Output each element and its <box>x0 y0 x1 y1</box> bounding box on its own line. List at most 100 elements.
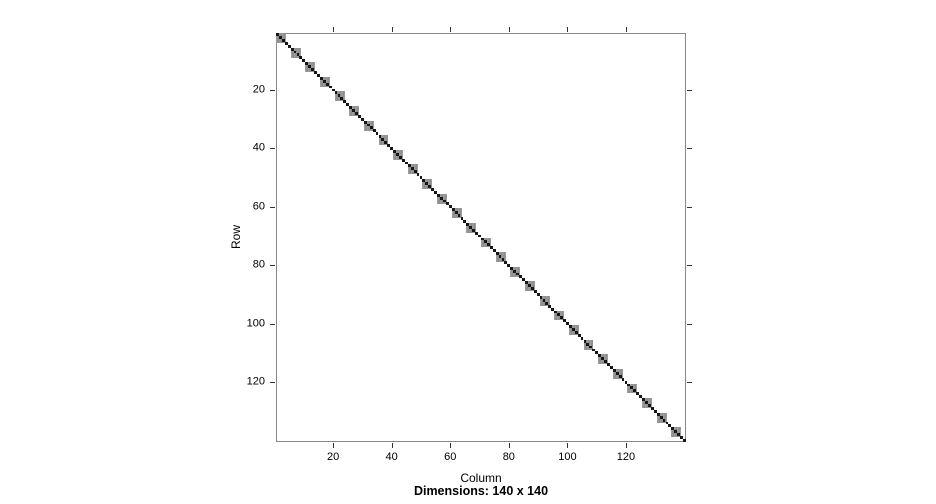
diagonal-cell <box>399 155 402 159</box>
diagonal-cell <box>331 88 335 92</box>
diagonal-cell <box>387 144 391 147</box>
diagonal-cell <box>557 313 561 317</box>
x-tick-top <box>625 27 627 32</box>
x-tick <box>625 443 627 448</box>
dimensions-caption: Dimensions: 140 x 140 <box>413 484 549 498</box>
diagonal-cell <box>636 392 640 396</box>
diagonal-cell <box>560 316 563 320</box>
diagonal-cell <box>481 237 484 241</box>
diagonal-cell <box>358 114 361 118</box>
diagonal-cell <box>319 76 323 80</box>
y-tick <box>270 265 275 267</box>
diagonal-cell <box>363 120 367 124</box>
x-tick <box>508 443 510 448</box>
diagonal-cell <box>554 310 558 314</box>
diagonal-cell <box>401 158 405 162</box>
diagonal-cell <box>460 217 464 220</box>
diagonal-cell <box>513 269 517 273</box>
x-tick-top <box>450 27 452 32</box>
y-tick-right <box>687 148 692 150</box>
y-tick-right <box>687 265 692 267</box>
x-tick-label: 40 <box>385 451 398 463</box>
diagonal-cell <box>384 141 388 144</box>
diagonal-cell <box>366 123 370 127</box>
diagonal-cell <box>609 366 613 369</box>
diagonal-cell <box>674 430 678 434</box>
diagonal-cell <box>393 149 397 153</box>
diagonal-cell <box>621 377 625 381</box>
x-tick <box>391 443 393 448</box>
diagonal-cell <box>568 325 572 329</box>
diagonal-cell <box>340 97 344 101</box>
diagonal-cell <box>454 211 458 215</box>
x-tick-label: 20 <box>326 451 340 463</box>
diagonal-cell <box>522 278 525 282</box>
x-tick <box>567 443 569 448</box>
diagonal-cell <box>618 374 622 378</box>
diagonal-cell <box>378 135 382 139</box>
diagonal-cell <box>507 263 511 267</box>
diagonal-cell <box>390 146 394 150</box>
diagonal-cell <box>369 126 373 130</box>
diagonal-cell <box>355 111 358 115</box>
diagonal-cell <box>519 275 522 279</box>
y-tick <box>270 148 275 150</box>
diagonal-cell <box>639 395 643 399</box>
diagonal-cell <box>577 333 581 337</box>
y-axis-label: Row <box>229 224 244 249</box>
diagonal-cell <box>302 59 306 63</box>
y-tick <box>270 89 275 91</box>
diagonal-cell <box>305 62 309 66</box>
diagonal-cell <box>530 287 534 291</box>
y-tick-right <box>687 323 692 325</box>
diagonal-cell <box>281 38 285 42</box>
diagonal-cell <box>343 100 347 104</box>
y-tick-label: 80 <box>252 258 265 271</box>
diagonal-cell <box>442 199 446 203</box>
diagonal-cell <box>659 415 663 419</box>
diagonal-cell <box>375 132 379 136</box>
diagonal-cell <box>680 436 684 440</box>
diagonal-cell <box>425 181 429 185</box>
diagonal-cell <box>489 246 493 250</box>
x-tick-label: 80 <box>502 451 515 463</box>
diagonal-cell <box>583 339 587 343</box>
diagonal-cell <box>668 424 672 428</box>
diagonal-cell <box>527 284 531 288</box>
diagonal-cell <box>334 91 338 95</box>
diagonal-cell <box>404 161 408 165</box>
diagonal-cell <box>606 363 610 367</box>
diagonal-cell <box>630 386 634 390</box>
diagonal-cell <box>451 208 455 212</box>
x-axis-label: Column <box>460 471 502 485</box>
x-tick <box>450 443 452 448</box>
diagonal-cell <box>475 231 479 235</box>
diagonal-cell <box>349 106 353 109</box>
x-tick-top <box>333 27 335 32</box>
diagonal-cell <box>445 202 449 206</box>
diagonal-cell <box>498 255 502 258</box>
diagonal-cell <box>671 427 675 431</box>
plot-area <box>276 33 686 442</box>
diagonal-cell <box>448 205 452 209</box>
x-tick-label: 120 <box>616 451 636 463</box>
diagonal-cell <box>589 345 593 349</box>
diagonal-cell <box>278 35 282 39</box>
diagonal-cell <box>328 85 332 89</box>
diagonal-cell <box>413 170 417 174</box>
diagonal-cell <box>615 371 619 375</box>
diagonal-cell <box>598 354 602 358</box>
diagonal-cell <box>495 252 499 255</box>
y-tick <box>270 323 275 325</box>
diagonal-cell <box>293 50 297 54</box>
diagonal-cell <box>284 41 288 45</box>
x-tick <box>333 443 335 448</box>
diagonal-cell <box>533 290 537 293</box>
diagonal-cell <box>580 336 584 340</box>
diagonal-cell <box>483 240 487 244</box>
y-tick-label: 40 <box>252 141 265 154</box>
diagonal-cell <box>346 103 350 107</box>
diagonal-cell <box>612 368 616 372</box>
diagonal-cell <box>317 73 320 77</box>
